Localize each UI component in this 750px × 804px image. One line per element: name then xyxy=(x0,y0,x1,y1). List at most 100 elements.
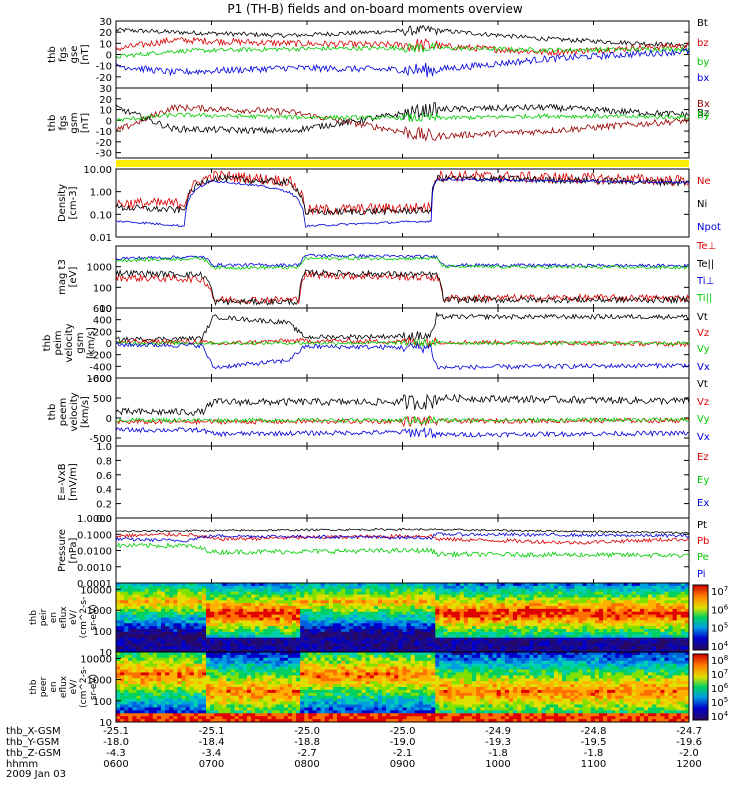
spectrogram-cell xyxy=(619,629,623,632)
spectrogram-cell xyxy=(124,670,128,673)
spectrogram-cell xyxy=(456,603,460,606)
spectrogram-cell xyxy=(300,661,304,664)
spectrogram-cell xyxy=(190,597,194,600)
spectrogram-cell xyxy=(214,615,218,618)
spectrogram-cell xyxy=(149,684,153,687)
spectrogram-cell xyxy=(558,612,562,615)
spectrogram-cell xyxy=(398,600,402,603)
spectrogram-cell xyxy=(497,632,501,635)
spectrogram-cell xyxy=(267,629,271,632)
spectrogram-cell xyxy=(186,670,190,673)
spectrogram-cell xyxy=(263,597,267,600)
spectrogram-cell xyxy=(304,597,308,600)
spectrogram-cell xyxy=(624,618,628,621)
spectrogram-cell xyxy=(239,687,243,690)
spectrogram-cell xyxy=(145,667,149,670)
spectrogram-cell xyxy=(562,635,566,638)
spectrogram-cell xyxy=(227,670,231,673)
spectrogram-cell xyxy=(337,609,341,612)
spectrogram-cell xyxy=(235,615,239,618)
spectrogram-cell xyxy=(153,681,157,684)
spectrogram-cell xyxy=(165,597,169,600)
spectrogram-cell xyxy=(227,620,231,623)
spectrogram-cell xyxy=(251,629,255,632)
spectrogram-cell xyxy=(509,603,513,606)
spectrogram-cell xyxy=(533,612,537,615)
spectrogram-cell xyxy=(480,600,484,603)
spectrogram-cell xyxy=(276,681,280,684)
spectrogram-cell xyxy=(255,699,259,702)
spectrogram-cell xyxy=(599,600,603,603)
spectrogram-cell xyxy=(362,586,366,589)
spectrogram-cell xyxy=(636,586,640,589)
spectrogram-cell xyxy=(394,623,398,626)
spectrogram-cell xyxy=(394,641,398,644)
spectrogram-cell xyxy=(120,705,124,708)
legend-entry: by xyxy=(697,57,709,68)
spectrogram-cell xyxy=(677,638,681,641)
spectrogram-cell xyxy=(423,589,427,592)
spectrogram-cell xyxy=(329,592,333,595)
spectrogram-cell xyxy=(370,629,374,632)
spectrogram-cell xyxy=(329,618,333,621)
spectrogram-cell xyxy=(644,623,648,626)
spectrogram-cell xyxy=(214,670,218,673)
spectrogram-cell xyxy=(624,638,628,641)
spectrogram-cell xyxy=(374,595,378,598)
spectrogram-cell xyxy=(317,693,321,696)
spectrogram-cell xyxy=(615,603,619,606)
spectrogram-cell xyxy=(407,626,411,629)
spectrogram-cell xyxy=(644,646,648,649)
spectrogram-cell xyxy=(181,664,185,667)
spectrogram-cell xyxy=(177,705,181,708)
spectrogram-cell xyxy=(435,632,439,635)
spectrogram-cell xyxy=(181,643,185,646)
spectrogram-cell xyxy=(468,638,472,641)
spectrogram-cell xyxy=(243,609,247,612)
ytick-label: 10 xyxy=(99,39,112,50)
spectrogram-cell xyxy=(607,629,611,632)
spectrogram-cell xyxy=(378,635,382,638)
spectrogram-cell xyxy=(267,606,271,609)
spectrogram-cell xyxy=(272,600,276,603)
spectrogram-cell xyxy=(276,678,280,681)
spectrogram-cell xyxy=(374,646,378,649)
spectrogram-cell xyxy=(312,684,316,687)
spectrogram-cell xyxy=(312,710,316,713)
spectrogram-cell xyxy=(357,632,361,635)
spectrogram-cell xyxy=(337,586,341,589)
spectrogram-cell xyxy=(439,609,443,612)
spectrogram-cell xyxy=(157,600,161,603)
spectrogram-cell xyxy=(415,600,419,603)
spectrogram-cell xyxy=(669,603,673,606)
spectrogram-cell xyxy=(501,612,505,615)
spectrogram-cell xyxy=(267,592,271,595)
spectrogram-cell xyxy=(501,623,505,626)
spectrogram-cell xyxy=(194,687,198,690)
spectrogram-cell xyxy=(321,626,325,629)
spectrogram-cell xyxy=(227,707,231,710)
spectrogram-cell xyxy=(677,609,681,612)
spectrogram-cell xyxy=(578,589,582,592)
spectrogram-cell xyxy=(595,586,599,589)
spectrogram-cell xyxy=(574,600,578,603)
spectrogram-cell xyxy=(640,612,644,615)
spectrogram-cell xyxy=(263,684,267,687)
spectrogram-cell xyxy=(656,603,660,606)
spectrogram-cell xyxy=(501,592,505,595)
spectrogram-cell xyxy=(161,661,165,664)
spectrogram-cell xyxy=(677,623,681,626)
spectrogram-cell xyxy=(677,592,681,595)
spectrogram-cell xyxy=(386,595,390,598)
spectrogram-cell xyxy=(145,655,149,658)
spectrogram-cell xyxy=(411,629,415,632)
spectrogram-cell xyxy=(345,589,349,592)
spectrogram-cell xyxy=(321,629,325,632)
spectrogram-cell xyxy=(317,620,321,623)
spectrogram-cell xyxy=(308,626,312,629)
spectrogram-cell xyxy=(435,635,439,638)
spectrogram-cell xyxy=(190,612,194,615)
spectrogram-cell xyxy=(677,615,681,618)
spectrogram-cell xyxy=(615,626,619,629)
